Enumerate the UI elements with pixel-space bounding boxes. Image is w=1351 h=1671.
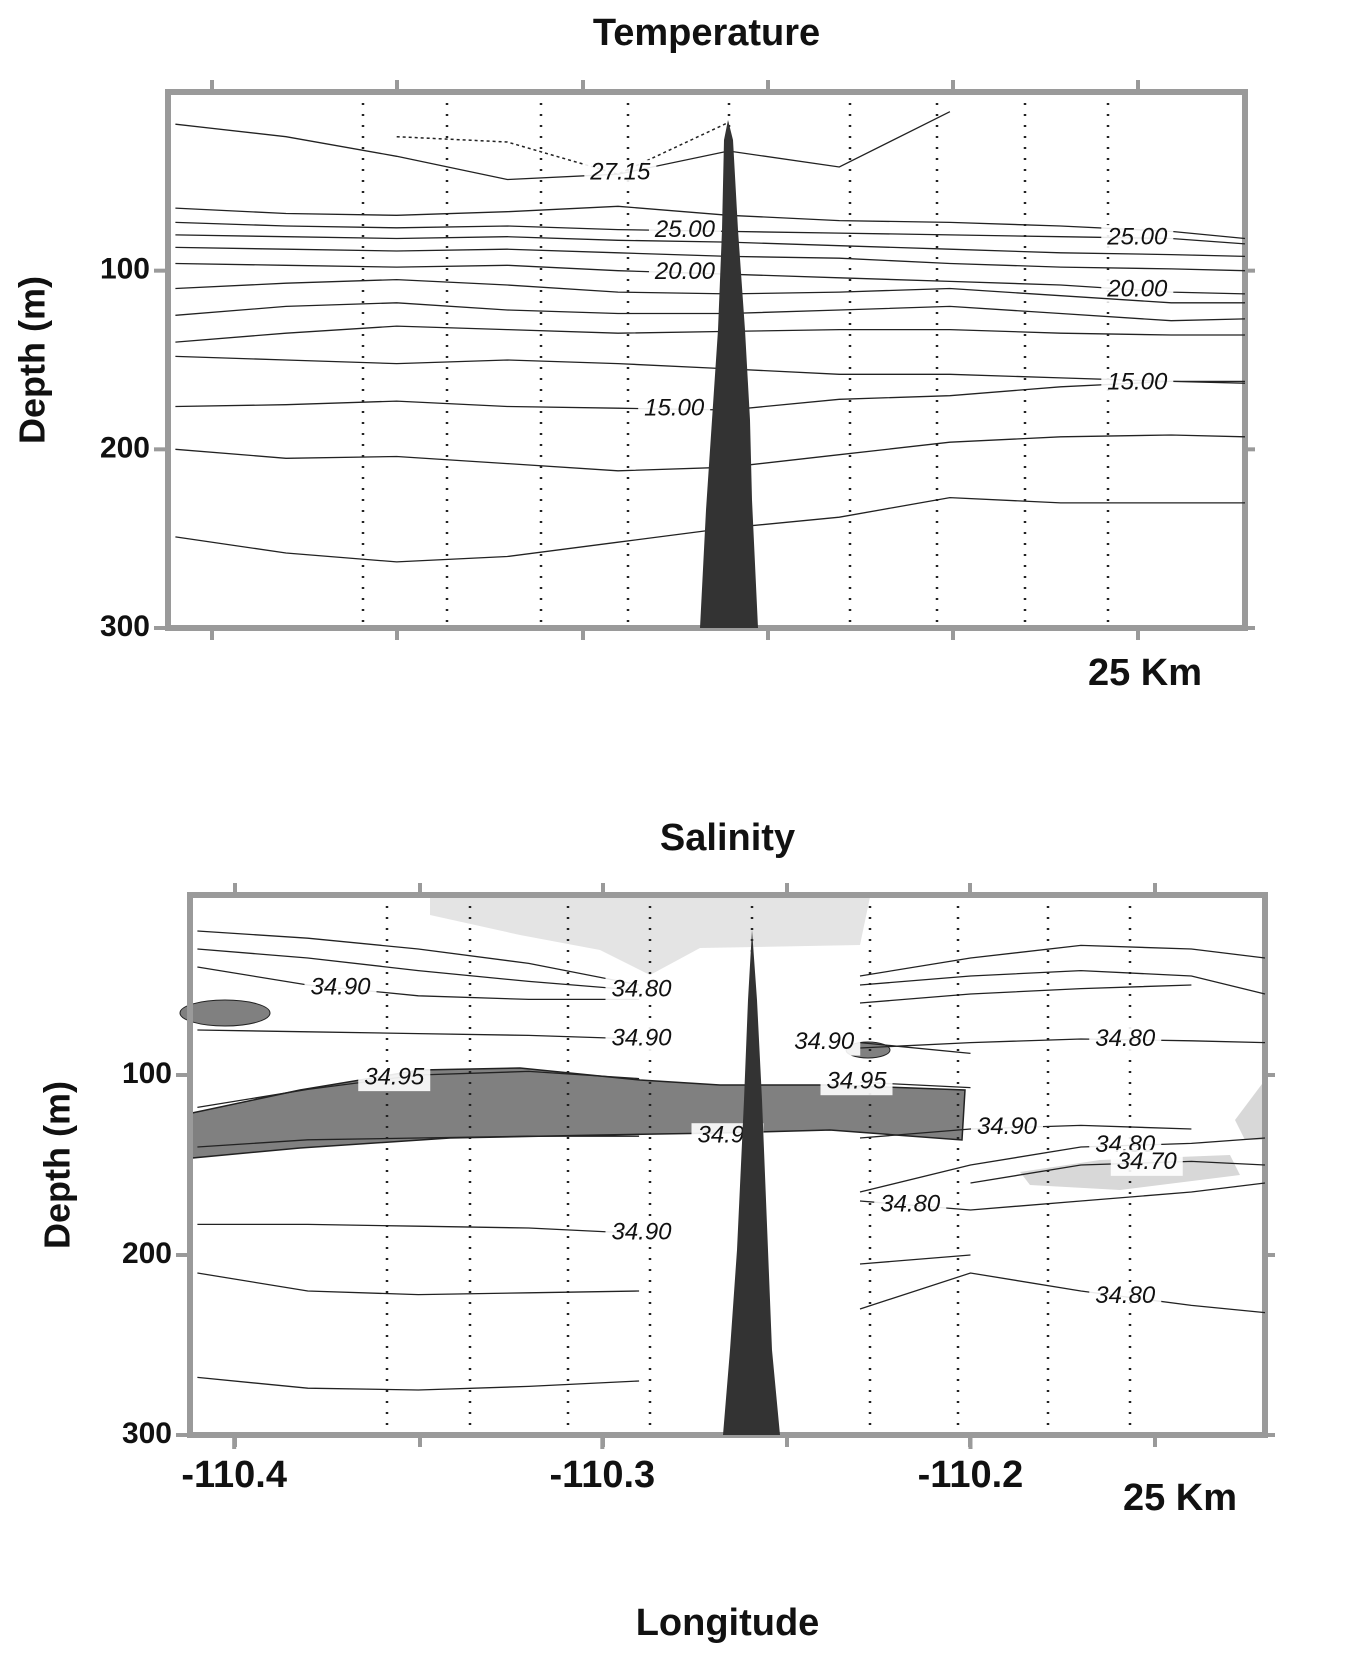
contour-line: [197, 1254, 971, 1296]
contour-label-bg: [648, 217, 721, 244]
contour-label-bg: [304, 975, 377, 1002]
contour-label: 27.15: [589, 158, 651, 185]
contour-line: [197, 1223, 640, 1235]
contour-line: [197, 966, 1266, 1001]
contour-label: 34.90: [611, 1219, 672, 1246]
contour-label: 34.95: [364, 1063, 425, 1090]
contour-label-bg: [874, 1192, 947, 1219]
seamount: [700, 120, 758, 628]
chart-title: Temperature: [593, 12, 820, 54]
contour-line: [197, 1376, 640, 1391]
contour-label: 34.90: [310, 974, 371, 1001]
contour-label: 34.80: [611, 976, 672, 1003]
contour-label-bg: [605, 1026, 678, 1052]
contour-label-bg: [605, 977, 678, 1004]
contour-label-bg: [358, 1065, 431, 1092]
y-tick-label: 100: [122, 1057, 172, 1090]
contour-label-bg: [584, 160, 657, 187]
scale-label: 25 Km: [1123, 1477, 1237, 1519]
contour-label: 34.80: [1095, 1282, 1156, 1309]
contour-label: 25.00: [1106, 223, 1168, 250]
contour-label: 34.90: [611, 1024, 672, 1051]
contour-label: 34.80: [1095, 1025, 1156, 1052]
contour-label: 25.00: [654, 216, 716, 243]
contour-label-bg: [820, 1069, 893, 1096]
shade-low-salinity: [1235, 1080, 1265, 1140]
contour-label-bg: [638, 396, 711, 423]
contour-label: 15.00: [1107, 368, 1168, 395]
contour-line: [175, 111, 951, 181]
y-tick-label: 300: [100, 610, 150, 643]
contour-label-bg: [1110, 1149, 1183, 1176]
x-tick-label: -110.3: [550, 1454, 656, 1496]
y-axis-label: Depth (m): [37, 1081, 78, 1249]
chart-title: Salinity: [660, 817, 795, 859]
contour-label: 34.90: [794, 1028, 855, 1055]
y-tick-label: 200: [100, 431, 150, 464]
contour-label: 34.80: [880, 1190, 941, 1217]
contour-label: 34.70: [1117, 1148, 1178, 1175]
contour-line: [859, 1272, 1266, 1314]
y-tick-label: 100: [100, 253, 150, 286]
contour-label: 34.90: [977, 1113, 1038, 1140]
y-tick-label: 200: [122, 1237, 172, 1270]
contour-label-bg: [648, 259, 721, 286]
contour-line: [197, 948, 1192, 1004]
contour-label-bg: [971, 1114, 1043, 1141]
y-axis-label: Depth (m): [12, 276, 53, 444]
contour-label-bg: [788, 1029, 861, 1056]
y-tick-label: 300: [122, 1417, 172, 1450]
contour-label: 34.95: [826, 1068, 887, 1095]
x-tick-label: -110.4: [181, 1454, 287, 1496]
contour-line: [197, 1029, 971, 1055]
contour-line: [197, 930, 1266, 986]
contour-label-bg: [1101, 370, 1174, 397]
scale-label: 25 Km: [1088, 652, 1202, 694]
contour-line: [859, 1137, 1266, 1193]
x-axis-label: Longitude: [636, 1602, 820, 1644]
contour-label-bg: [1089, 1026, 1162, 1053]
contour-label: 20.00: [654, 258, 716, 285]
contour-label: 15.00: [644, 394, 705, 421]
contour-label: 20.00: [1106, 275, 1168, 302]
shade-high-salinity: [179, 999, 271, 1027]
shade-low-salinity: [430, 897, 870, 975]
contour-line: [396, 121, 729, 175]
contour-label-bg: [1101, 224, 1174, 251]
x-tick-label: -110.2: [918, 1454, 1024, 1496]
seamount: [723, 930, 780, 1435]
contour-label-bg: [605, 1220, 678, 1247]
contour-line: [859, 1038, 1266, 1049]
contour-label-bg: [1089, 1283, 1162, 1310]
